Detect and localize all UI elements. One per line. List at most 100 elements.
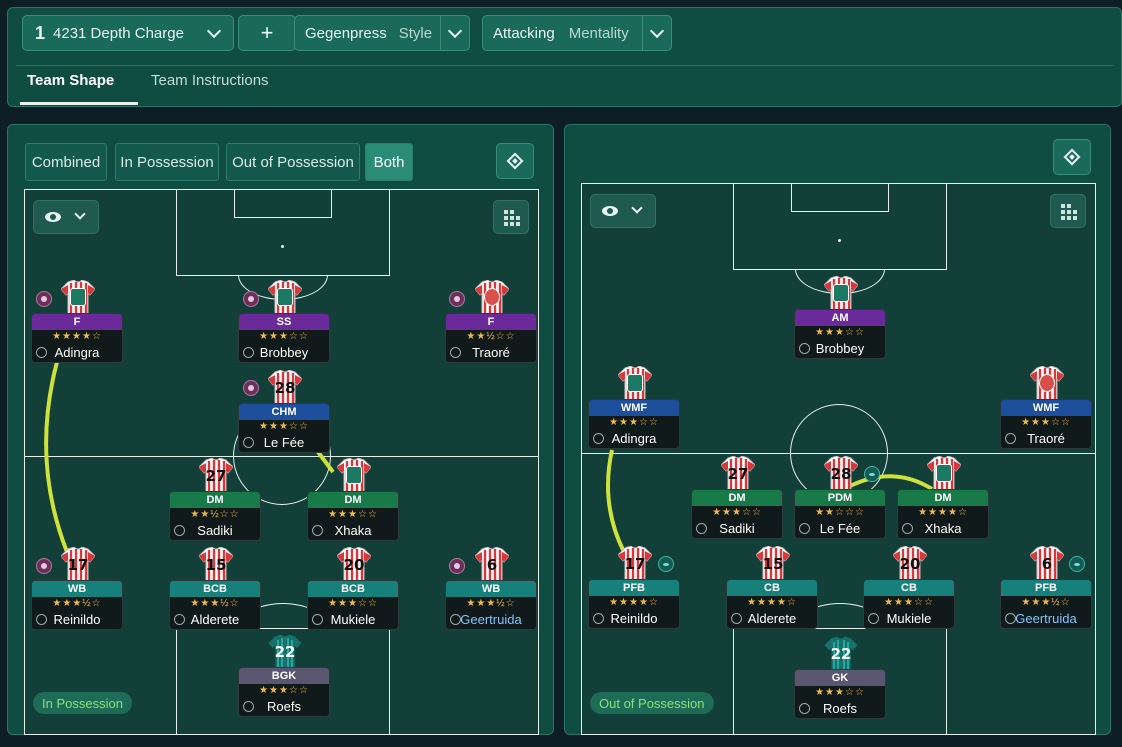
- role-rating-stars: ★★★☆☆: [884, 597, 934, 608]
- style-label: Style: [398, 24, 433, 42]
- player-name-row: Alderete: [727, 609, 817, 628]
- player-card: F ★★½☆☆ Traoré: [445, 313, 537, 363]
- shirt-icon: 28: [267, 369, 303, 407]
- role-rating-stars: ★★★★☆: [52, 331, 102, 342]
- tactic-selector[interactable]: 1 4231 Depth Charge: [22, 15, 234, 51]
- penalty-box-top: [176, 190, 390, 276]
- player-role: CB: [864, 580, 954, 596]
- segment-out-of-possession[interactable]: Out of Possession: [226, 143, 360, 181]
- player-role: DM: [308, 492, 398, 508]
- grid-view-button[interactable]: [1050, 194, 1086, 228]
- role-rating-stars: ★★★☆☆: [328, 598, 378, 609]
- player-name-row: Roefs: [795, 699, 885, 718]
- club-crest-icon: [346, 466, 362, 484]
- player-name-row: Geertruida: [1001, 609, 1091, 628]
- player-name: Reinildo: [610, 611, 658, 626]
- segment-combined[interactable]: Combined: [25, 143, 107, 181]
- player-name-row: Reinildo: [589, 609, 679, 628]
- shirt-number: 6: [486, 556, 498, 574]
- eye-icon: [602, 206, 618, 216]
- shirt-number: 20: [899, 555, 921, 573]
- tab-team-shape[interactable]: Team Shape: [27, 72, 115, 89]
- player-card: SS ★★★☆☆ Brobbey: [238, 313, 330, 363]
- shirt-icon: 22: [823, 635, 859, 673]
- player-avatar-icon: [868, 613, 879, 624]
- player-card: WMF ★★★☆☆ Adingra: [588, 399, 680, 449]
- visibility-dropdown[interactable]: [33, 200, 99, 234]
- player-avatar-icon: [902, 523, 913, 534]
- chevron-down-icon: [206, 23, 222, 39]
- role-rating-stars: ★★★½☆: [52, 598, 102, 609]
- role-duty-icon[interactable]: [1069, 556, 1085, 572]
- player-role: BGK: [239, 668, 329, 684]
- shirt-number: 28: [274, 379, 296, 397]
- instruction-icon[interactable]: [36, 291, 52, 307]
- segment-both[interactable]: Both: [365, 143, 413, 181]
- player-name-row: Traoré: [1001, 429, 1091, 448]
- shirt-icon: 20: [336, 546, 372, 584]
- mentality-selector[interactable]: Attacking Mentality: [482, 15, 672, 51]
- shirt-icon: 6: [474, 546, 510, 584]
- shirt-icon: [474, 279, 510, 317]
- club-crest-icon: [1039, 374, 1055, 392]
- grid-dot: [510, 216, 514, 220]
- player-card: WB ★★★½☆ Reinildo: [31, 580, 123, 630]
- player-avatar-icon: [36, 347, 47, 358]
- player-avatar-icon: [1005, 433, 1016, 444]
- grid-dot: [504, 216, 508, 220]
- role-duty-icon[interactable]: [658, 556, 674, 572]
- six-yard-box-top: [791, 184, 889, 212]
- penalty-box-bottom: [733, 628, 947, 734]
- player-card: CB ★★★★☆ Alderete: [726, 579, 818, 629]
- player-name: Geertruida: [460, 612, 522, 627]
- player-name-row: Xhaka: [898, 519, 988, 538]
- club-crest-icon: [277, 288, 293, 306]
- penalty-box-top: [733, 184, 947, 270]
- player-avatar-icon: [731, 613, 742, 624]
- player-name-row: Brobbey: [239, 343, 329, 362]
- grid-dot: [510, 222, 514, 226]
- instruction-icon[interactable]: [449, 558, 465, 574]
- formation-toggle-button[interactable]: [1053, 139, 1091, 175]
- grid-view-button[interactable]: [493, 200, 529, 234]
- segment-in-possession[interactable]: In Possession: [115, 143, 219, 181]
- player-name: Roefs: [823, 701, 857, 716]
- formation-toggle-button[interactable]: [496, 143, 534, 179]
- active-tab-underline: [20, 102, 138, 105]
- grid-dot: [1061, 216, 1065, 220]
- instruction-icon[interactable]: [243, 291, 259, 307]
- instruction-icon[interactable]: [449, 291, 465, 307]
- shirt-icon: 20: [892, 545, 928, 583]
- shirt-icon: 17: [60, 546, 96, 584]
- role-duty-icon[interactable]: [864, 466, 880, 482]
- grid-dot: [510, 210, 514, 214]
- club-crest-icon: [833, 284, 849, 302]
- six-yard-box-top: [234, 190, 332, 218]
- player-card: WB ★★★½☆ Geertruida: [445, 580, 537, 630]
- player-name-row: Le Fée: [795, 519, 885, 538]
- player-card: BGK ★★★☆☆ Roefs: [238, 667, 330, 717]
- player-name: Sadiki: [197, 523, 233, 538]
- player-name: Reinildo: [53, 612, 101, 627]
- player-card: BCB ★★★☆☆ Mukiele: [307, 580, 399, 630]
- player-card: WMF ★★★☆☆ Traoré: [1000, 399, 1092, 449]
- visibility-dropdown[interactable]: [590, 194, 656, 228]
- diamond-icon: [1063, 148, 1081, 166]
- player-name: Sadiki: [719, 521, 755, 536]
- style-selector[interactable]: Gegenpress Style: [294, 15, 470, 51]
- player-card: DM ★★★☆☆ Sadiki: [691, 489, 783, 539]
- right-pitch-panel: AM ★★★☆☆ Brobbey WMF ★★★☆☆ Adingra WMF ★★★☆☆ Tra…: [564, 124, 1111, 735]
- player-avatar-icon: [450, 614, 461, 625]
- instruction-icon[interactable]: [36, 558, 52, 574]
- player-role: WB: [446, 581, 536, 597]
- tab-team-instructions[interactable]: Team Instructions: [151, 72, 269, 89]
- player-avatar-icon: [1005, 613, 1016, 624]
- shirt-icon: 28: [823, 455, 859, 493]
- player-card: DM ★★★☆☆ Xhaka: [307, 491, 399, 541]
- instruction-icon[interactable]: [243, 380, 259, 396]
- role-rating-stars: ★★★☆☆: [259, 685, 309, 696]
- player-avatar-icon: [243, 347, 254, 358]
- player-role: F: [32, 314, 122, 330]
- player-name: Xhaka: [334, 523, 372, 538]
- add-tactic-button[interactable]: +: [238, 15, 296, 51]
